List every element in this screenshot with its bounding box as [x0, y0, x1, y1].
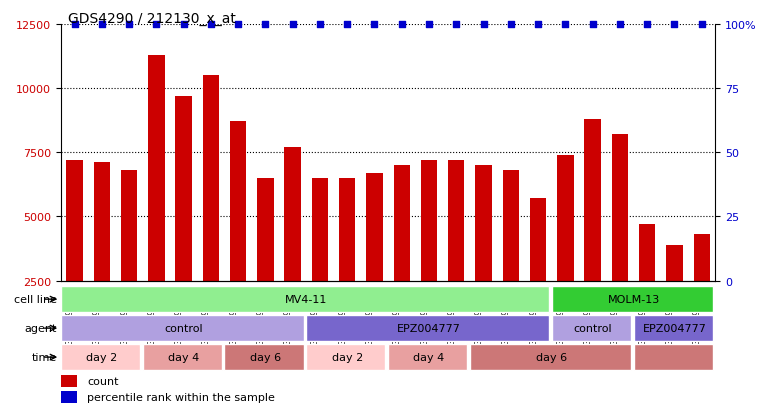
FancyBboxPatch shape [306, 344, 385, 370]
Point [177, 21, 189, 28]
Bar [393, 166, 410, 345]
Text: day 2: day 2 [332, 352, 363, 362]
Bar [339, 178, 355, 345]
FancyBboxPatch shape [552, 287, 712, 312]
Text: count: count [87, 376, 119, 386]
Bar [148, 55, 164, 345]
Text: time: time [32, 352, 57, 362]
Point [96, 21, 108, 28]
Bar [448, 161, 464, 345]
Point [614, 21, 626, 28]
Text: control: control [573, 323, 612, 333]
Bar [94, 163, 110, 345]
Point [260, 21, 272, 28]
FancyBboxPatch shape [61, 344, 140, 370]
Bar [312, 178, 328, 345]
Point [423, 21, 435, 28]
Point [532, 21, 544, 28]
Point [287, 21, 299, 28]
Text: GDS4290 / 212130_x_at: GDS4290 / 212130_x_at [68, 12, 237, 26]
FancyBboxPatch shape [61, 316, 304, 341]
Bar [502, 171, 519, 345]
Bar [66, 161, 83, 345]
Bar [421, 161, 437, 345]
Point [477, 21, 489, 28]
FancyBboxPatch shape [388, 344, 467, 370]
Bar [639, 225, 655, 345]
Text: control: control [164, 323, 203, 333]
Point [368, 21, 380, 28]
FancyBboxPatch shape [470, 344, 631, 370]
FancyBboxPatch shape [224, 344, 304, 370]
Bar [257, 178, 274, 345]
Point [232, 21, 244, 28]
Text: day 4: day 4 [168, 352, 199, 362]
Bar [584, 119, 601, 345]
Text: percentile rank within the sample: percentile rank within the sample [87, 392, 275, 402]
Bar [612, 135, 628, 345]
Text: EPZ004777: EPZ004777 [397, 323, 461, 333]
FancyBboxPatch shape [552, 316, 631, 341]
Point [205, 21, 217, 28]
Point [341, 21, 353, 28]
Point [641, 21, 653, 28]
Text: MOLM-13: MOLM-13 [607, 294, 660, 304]
Bar [530, 199, 546, 345]
Point [314, 21, 326, 28]
Text: day 2: day 2 [86, 352, 117, 362]
Point [668, 21, 680, 28]
Text: agent: agent [24, 323, 57, 333]
Point [123, 21, 135, 28]
Point [587, 21, 599, 28]
Bar [61, 375, 78, 387]
FancyBboxPatch shape [633, 344, 712, 370]
Bar [121, 171, 137, 345]
Bar [557, 155, 574, 345]
Point [696, 21, 708, 28]
Text: cell line: cell line [14, 294, 57, 304]
Bar [366, 173, 383, 345]
Point [396, 21, 408, 28]
FancyBboxPatch shape [633, 316, 712, 341]
FancyBboxPatch shape [143, 344, 221, 370]
FancyBboxPatch shape [306, 316, 549, 341]
Bar [476, 166, 492, 345]
Bar [202, 76, 219, 345]
Text: day 6: day 6 [537, 352, 567, 362]
Point [150, 21, 162, 28]
Bar [61, 392, 78, 403]
Bar [667, 245, 683, 345]
Bar [175, 97, 192, 345]
Bar [693, 235, 710, 345]
Point [505, 21, 517, 28]
Bar [230, 122, 247, 345]
Text: EPZ004777: EPZ004777 [642, 323, 706, 333]
Text: day 4: day 4 [413, 352, 444, 362]
Point [451, 21, 463, 28]
Text: MV4-11: MV4-11 [285, 294, 327, 304]
Point [559, 21, 572, 28]
Bar [285, 148, 301, 345]
FancyBboxPatch shape [61, 287, 549, 312]
Text: day 6: day 6 [250, 352, 281, 362]
Point [68, 21, 81, 28]
